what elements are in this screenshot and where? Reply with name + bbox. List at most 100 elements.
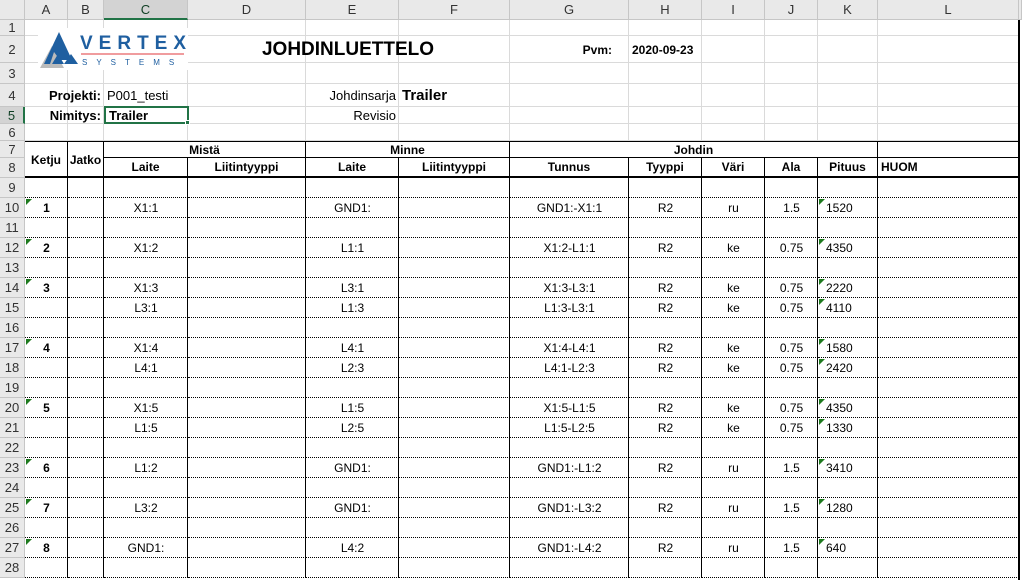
cell-j10[interactable] (765, 198, 818, 218)
cell-e17[interactable] (306, 338, 399, 358)
cell-a17[interactable] (25, 338, 68, 358)
cell-g3[interactable] (510, 63, 629, 84)
cell-j16[interactable] (765, 318, 818, 338)
cell-e2[interactable] (306, 36, 399, 63)
cell-i28[interactable] (702, 558, 765, 578)
wire-type[interactable]: R2 (657, 201, 674, 215)
cell-a19[interactable] (25, 378, 68, 398)
cell-j3[interactable] (765, 63, 818, 84)
cell-e20[interactable] (306, 398, 399, 418)
cell-i2[interactable] (702, 36, 765, 63)
wire-to[interactable]: L4:1 (340, 341, 365, 355)
cell-a27[interactable] (25, 538, 68, 558)
wire-to[interactable]: L2:5 (340, 421, 365, 435)
wire-area[interactable]: 1.5 (783, 541, 800, 555)
cell-g28[interactable] (510, 558, 629, 578)
cell-l21[interactable] (878, 418, 1019, 438)
column-header-c[interactable]: C (104, 0, 188, 20)
row-header-8[interactable]: 8 (0, 158, 25, 178)
cell-c22[interactable] (104, 438, 188, 458)
cell-h3[interactable] (629, 63, 702, 84)
wire-ketju[interactable]: 2 (43, 241, 50, 255)
cell-h4[interactable] (629, 84, 702, 107)
cell-f12[interactable] (399, 238, 510, 258)
cell-c25[interactable] (104, 498, 188, 518)
cell-a20[interactable] (25, 398, 68, 418)
cell-k27[interactable] (818, 538, 878, 558)
cell-d20[interactable] (188, 398, 306, 418)
cell-e27[interactable] (306, 538, 399, 558)
wire-length[interactable]: 640 (826, 541, 847, 555)
cell-b4[interactable] (68, 84, 104, 107)
cell-k3[interactable] (818, 63, 878, 84)
wire-type[interactable]: R2 (657, 421, 674, 435)
cell-g16[interactable] (510, 318, 629, 338)
cell-l5[interactable] (878, 107, 1019, 124)
cell-b23[interactable] (68, 458, 104, 478)
cell-g18[interactable] (510, 358, 629, 378)
cell-k25[interactable] (818, 498, 878, 518)
wire-type[interactable]: R2 (657, 281, 674, 295)
cell-j25[interactable] (765, 498, 818, 518)
cell-j26[interactable] (765, 518, 818, 538)
cell-d5[interactable] (188, 107, 306, 124)
wire-id[interactable]: L1:5-L2:5 (544, 421, 595, 435)
cell-f18[interactable] (399, 358, 510, 378)
cell-e6[interactable] (306, 124, 399, 141)
cell-e1[interactable] (306, 20, 399, 36)
cell-d18[interactable] (188, 358, 306, 378)
cell-h13[interactable] (629, 258, 702, 278)
cell-i3[interactable] (702, 63, 765, 84)
wire-length[interactable]: 1280 (826, 501, 853, 515)
cell-h9[interactable] (629, 178, 702, 198)
cell-a26[interactable] (25, 518, 68, 538)
cell-g11[interactable] (510, 218, 629, 238)
wire-from[interactable]: X1:5 (133, 401, 159, 415)
cell-d28[interactable] (188, 558, 306, 578)
cell-i18[interactable] (702, 358, 765, 378)
wire-type[interactable]: R2 (657, 461, 674, 475)
cell-a21[interactable] (25, 418, 68, 438)
row-header-10[interactable]: 10 (0, 198, 25, 218)
cell-l4[interactable] (878, 84, 1019, 107)
cell-k20[interactable] (818, 398, 878, 418)
cell-f19[interactable] (399, 378, 510, 398)
cell-i4[interactable] (702, 84, 765, 107)
cell-a11[interactable] (25, 218, 68, 238)
cell-l26[interactable] (878, 518, 1019, 538)
wire-id[interactable]: GND1:-L3:2 (537, 501, 602, 515)
cell-l24[interactable] (878, 478, 1019, 498)
wire-color[interactable]: ke (727, 241, 740, 255)
wire-ketju[interactable]: 5 (43, 401, 50, 415)
cell-e23[interactable] (306, 458, 399, 478)
cell-d25[interactable] (188, 498, 306, 518)
wire-color[interactable]: ru (728, 201, 739, 215)
cell-i25[interactable] (702, 498, 765, 518)
wire-id[interactable]: L4:1-L2:3 (544, 361, 595, 375)
cell-l10[interactable] (878, 198, 1019, 218)
cell-i11[interactable] (702, 218, 765, 238)
cell-b28[interactable] (68, 558, 104, 578)
cell-f10[interactable] (399, 198, 510, 218)
cell-e12[interactable] (306, 238, 399, 258)
cell-k28[interactable] (818, 558, 878, 578)
cell-j18[interactable] (765, 358, 818, 378)
cell-h19[interactable] (629, 378, 702, 398)
wire-type[interactable]: R2 (657, 341, 674, 355)
cell-b9[interactable] (68, 178, 104, 198)
wire-from[interactable]: X1:4 (133, 341, 159, 355)
cell-b21[interactable] (68, 418, 104, 438)
cell-k10[interactable] (818, 198, 878, 218)
cell-i5[interactable] (702, 107, 765, 124)
cell-j17[interactable] (765, 338, 818, 358)
row-header-27[interactable]: 27 (0, 538, 25, 558)
cell-h14[interactable] (629, 278, 702, 298)
wire-from[interactable]: X1:2 (133, 241, 159, 255)
wire-length[interactable]: 4110 (826, 301, 852, 315)
cell-f14[interactable] (399, 278, 510, 298)
row-header-26[interactable]: 26 (0, 518, 25, 538)
cell-b26[interactable] (68, 518, 104, 538)
wire-from[interactable]: L3:1 (134, 301, 158, 315)
wire-to[interactable]: L2:3 (340, 361, 365, 375)
wire-type[interactable]: R2 (657, 241, 674, 255)
